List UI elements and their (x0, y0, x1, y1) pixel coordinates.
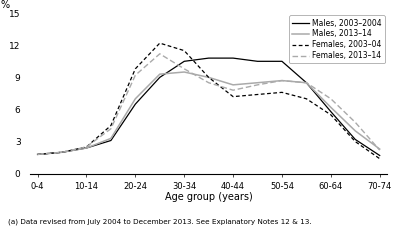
Line: Males, 2013–14: Males, 2013–14 (38, 72, 380, 154)
Males, 2003–2004 (304, 81, 309, 84)
Females, 2003–04 (353, 140, 358, 143)
Females, 2013–14 (377, 149, 382, 151)
Line: Males, 2003–2004: Males, 2003–2004 (38, 58, 380, 155)
Females, 2003–04 (328, 114, 333, 116)
Males, 2013–14 (231, 84, 235, 86)
Males, 2003–2004 (35, 153, 40, 156)
Females, 2013–14 (35, 153, 40, 156)
Females, 2013–14 (255, 84, 260, 86)
Females, 2013–14 (84, 146, 89, 148)
Females, 2003–04 (35, 153, 40, 156)
Males, 2013–14 (108, 137, 113, 140)
Males, 2013–14 (182, 71, 187, 73)
Males, 2013–14 (157, 73, 162, 76)
Y-axis label: %: % (1, 0, 10, 10)
Females, 2003–04 (377, 157, 382, 160)
Females, 2013–14 (133, 74, 138, 76)
Legend: Males, 2003–2004, Males, 2013–14, Females, 2003–04, Females, 2013–14: Males, 2003–2004, Males, 2013–14, Female… (289, 15, 385, 63)
Males, 2003–2004 (353, 138, 358, 141)
Females, 2003–04 (255, 93, 260, 96)
Males, 2003–2004 (60, 151, 64, 154)
Females, 2003–04 (133, 67, 138, 70)
Line: Females, 2013–14: Females, 2013–14 (38, 54, 380, 154)
Females, 2003–04 (304, 97, 309, 100)
Females, 2013–14 (304, 81, 309, 84)
Males, 2003–2004 (133, 103, 138, 106)
Males, 2013–14 (206, 76, 211, 79)
Females, 2013–14 (231, 89, 235, 91)
Females, 2013–14 (206, 81, 211, 84)
Males, 2013–14 (377, 148, 382, 151)
Males, 2003–2004 (157, 76, 162, 79)
Males, 2013–14 (353, 130, 358, 132)
Males, 2013–14 (60, 151, 64, 154)
Males, 2003–2004 (328, 110, 333, 113)
Females, 2003–04 (182, 49, 187, 52)
Females, 2003–04 (206, 76, 211, 79)
Line: Females, 2003–04: Females, 2003–04 (38, 43, 380, 159)
Females, 2013–14 (328, 97, 333, 100)
Males, 2013–14 (304, 81, 309, 84)
Text: (a) Data revised from July 2004 to December 2013. See Explanatory Notes 12 & 13.: (a) Data revised from July 2004 to Decem… (8, 218, 312, 225)
Males, 2003–2004 (182, 60, 187, 63)
Females, 2013–14 (353, 121, 358, 124)
Males, 2003–2004 (377, 154, 382, 157)
Males, 2003–2004 (108, 139, 113, 142)
Females, 2003–04 (279, 91, 284, 94)
Females, 2003–04 (60, 151, 64, 154)
Females, 2003–04 (157, 42, 162, 44)
Males, 2013–14 (35, 153, 40, 156)
Males, 2013–14 (328, 106, 333, 109)
Males, 2003–2004 (255, 60, 260, 63)
Males, 2013–14 (255, 81, 260, 84)
Females, 2013–14 (157, 52, 162, 55)
Females, 2003–04 (108, 124, 113, 127)
Females, 2013–14 (108, 127, 113, 130)
Females, 2003–04 (84, 146, 89, 148)
Females, 2013–14 (60, 151, 64, 154)
Males, 2003–2004 (231, 57, 235, 59)
Females, 2013–14 (279, 79, 284, 82)
Males, 2013–14 (84, 147, 89, 149)
Females, 2003–04 (231, 95, 235, 98)
Males, 2003–2004 (279, 60, 284, 63)
Males, 2003–2004 (84, 147, 89, 149)
X-axis label: Age group (years): Age group (years) (165, 192, 252, 202)
Males, 2013–14 (279, 79, 284, 82)
Males, 2013–14 (133, 97, 138, 100)
Males, 2003–2004 (206, 57, 211, 59)
Females, 2013–14 (182, 67, 187, 70)
